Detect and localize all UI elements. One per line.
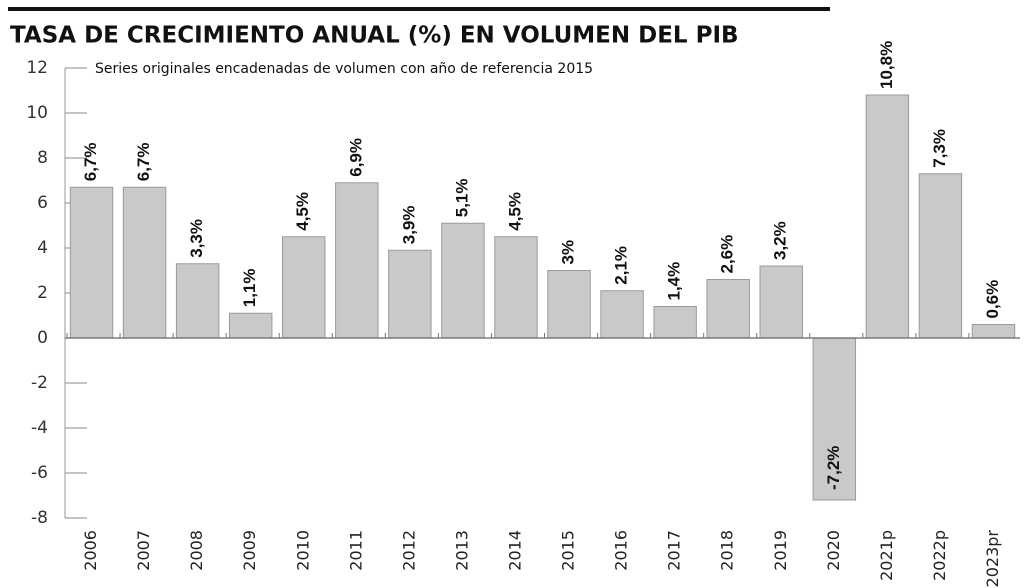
- data-label: 0,6%: [983, 280, 1002, 319]
- data-label: 10,8%: [877, 41, 896, 89]
- data-label: 4,5%: [505, 192, 524, 231]
- y-tick-label: -4: [31, 418, 48, 438]
- bar: [122, 186, 167, 339]
- x-tick-label: 2022p: [930, 530, 949, 581]
- x-tick-label: 2013: [452, 530, 471, 571]
- data-label: 2,6%: [718, 235, 737, 274]
- data-label: 3,2%: [771, 221, 790, 260]
- y-tick-label: 12: [26, 58, 48, 78]
- x-tick-label: 2019: [771, 530, 790, 571]
- data-label: 3,3%: [187, 219, 206, 258]
- y-tick-label: 4: [37, 238, 48, 258]
- x-tick-label: 2014: [505, 530, 524, 571]
- x-tick-label: 2015: [559, 530, 578, 571]
- bar: [228, 312, 273, 339]
- bar: [282, 236, 326, 339]
- bar: [175, 263, 220, 339]
- data-label: 5,1%: [452, 179, 471, 218]
- y-tick-label: -6: [31, 463, 48, 483]
- y-tick-label: 0: [37, 328, 48, 348]
- data-label: 1,1%: [240, 269, 259, 308]
- bar: [971, 324, 1016, 339]
- bar: [494, 236, 538, 339]
- x-tick-label: 2021p: [877, 530, 896, 581]
- chart-subtitle: Series originales encadenadas de volumen…: [95, 61, 593, 77]
- bar: [918, 173, 963, 339]
- x-tick-label: 2012: [399, 530, 418, 571]
- x-tick-label: 2016: [612, 530, 631, 571]
- x-tick-label: 2020: [824, 530, 843, 571]
- y-tick-label: -2: [31, 373, 48, 393]
- x-tick-label: 2009: [240, 530, 259, 571]
- bar: [706, 279, 750, 339]
- data-label: 3%: [559, 240, 578, 265]
- bar: [812, 337, 857, 501]
- data-label: 4,5%: [293, 192, 312, 231]
- x-tick-label: 2010: [293, 530, 312, 571]
- x-tick-label: 2007: [134, 530, 153, 571]
- data-label: 1,4%: [665, 262, 684, 301]
- data-label: 2,1%: [612, 246, 631, 285]
- data-label: 3,9%: [399, 206, 418, 245]
- chart-title: TASA DE CRECIMIENTO ANUAL (%) EN VOLUMEN…: [10, 23, 739, 49]
- bar: [441, 222, 485, 339]
- x-tick-label: 2018: [718, 530, 737, 571]
- x-tick-label: 2023pr: [983, 530, 1002, 588]
- data-label: 6,7%: [134, 143, 153, 182]
- bar: [865, 94, 910, 339]
- data-label: 6,7%: [81, 143, 100, 182]
- x-tick-label: 2008: [187, 530, 206, 571]
- x-tick-label: 2017: [665, 530, 684, 571]
- bar: [388, 249, 432, 339]
- y-tick-label: 6: [37, 193, 48, 213]
- y-tick-label: -8: [31, 508, 48, 528]
- data-label: 7,3%: [930, 129, 949, 168]
- x-tick-label: 2011: [346, 530, 365, 571]
- x-tick-label: 2006: [81, 530, 100, 571]
- bar: [653, 306, 697, 339]
- y-tick-label: 10: [26, 103, 48, 123]
- bar: [69, 186, 114, 339]
- bar: [759, 265, 803, 339]
- y-tick-label: 2: [37, 283, 48, 303]
- data-label: 6,9%: [346, 138, 365, 177]
- y-tick-label: 8: [37, 148, 48, 168]
- data-label: -7,2%: [824, 446, 843, 490]
- bar: [547, 270, 591, 339]
- bar: [600, 290, 644, 339]
- bar: [335, 182, 379, 339]
